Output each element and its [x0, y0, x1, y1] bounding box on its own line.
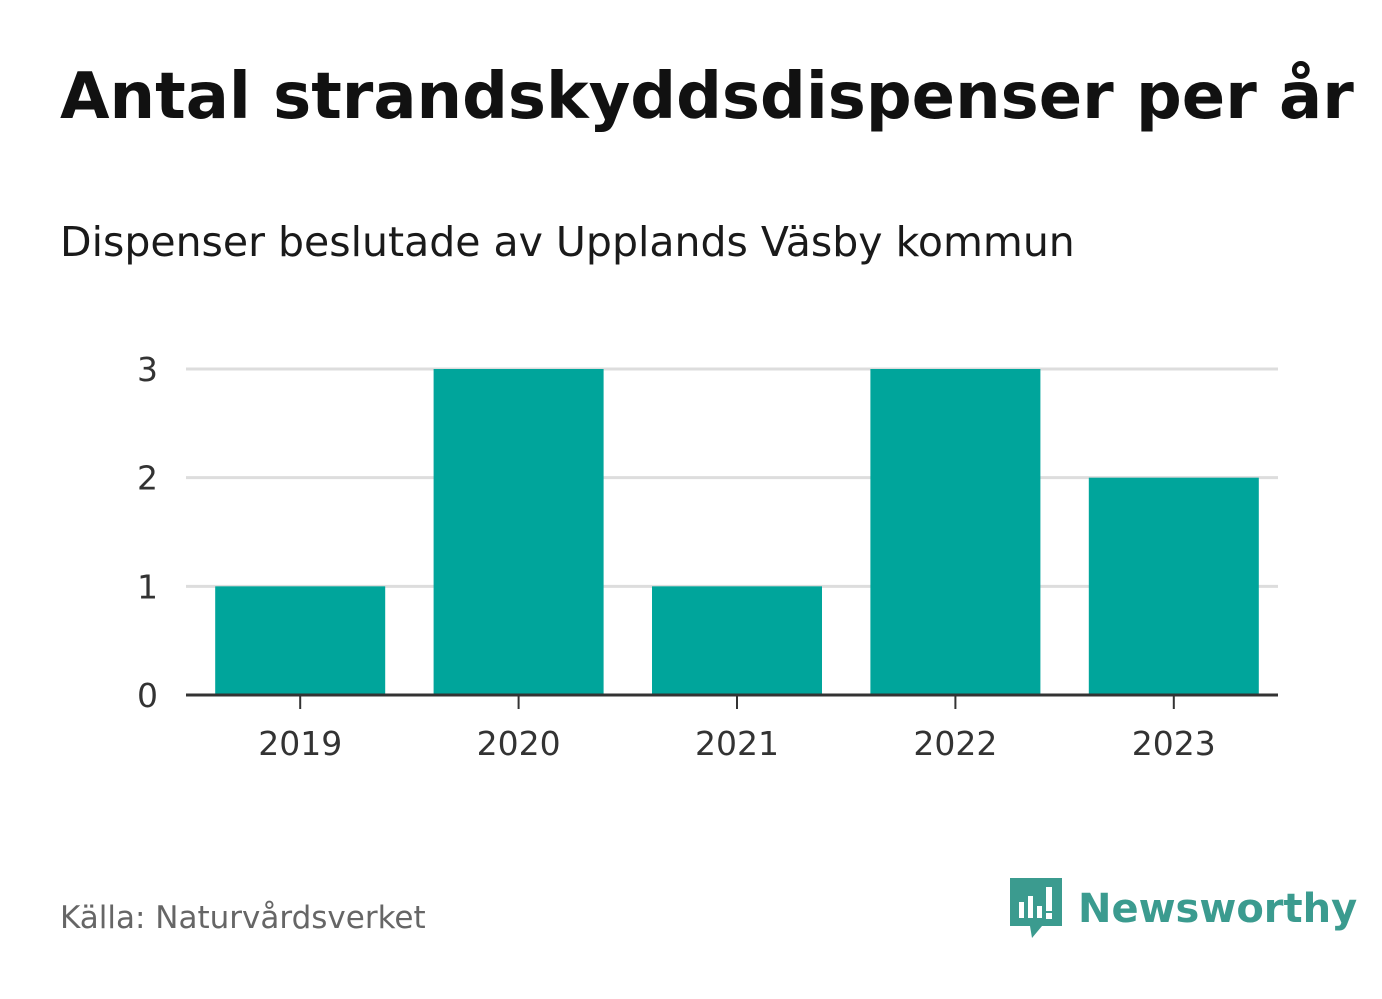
x-tick-label: 2022: [913, 724, 997, 763]
chart-title: Antal strandskyddsdispenser per år: [60, 60, 1354, 134]
x-tick-label: 2023: [1132, 724, 1216, 763]
y-tick-label: 3: [137, 350, 158, 389]
bars: [215, 369, 1259, 695]
bar: [652, 586, 822, 695]
brand-name: Newsworthy: [1078, 886, 1358, 932]
x-tick-label: 2019: [258, 724, 342, 763]
bar: [1088, 477, 1259, 695]
axes: [186, 693, 1278, 709]
bar: [870, 369, 1041, 695]
chart-subtitle: Dispenser beslutade av Upplands Väsby ko…: [60, 218, 1075, 266]
x-tick-label: 2020: [477, 724, 561, 763]
source-note: Källa: Naturvårdsverket: [60, 900, 426, 936]
y-tick-label: 0: [137, 676, 158, 715]
brand-logo: Newsworthy: [1010, 878, 1357, 940]
bar: [433, 369, 604, 695]
newsworthy-logo-icon: [1010, 878, 1062, 938]
x-tick-label: 2021: [695, 724, 779, 763]
axis-labels: 0 1 2 3 2019 2020 2021 2022 2023: [137, 350, 1216, 763]
y-tick-label: 2: [137, 459, 158, 498]
y-tick-label: 1: [137, 567, 158, 606]
bar: [215, 586, 386, 695]
